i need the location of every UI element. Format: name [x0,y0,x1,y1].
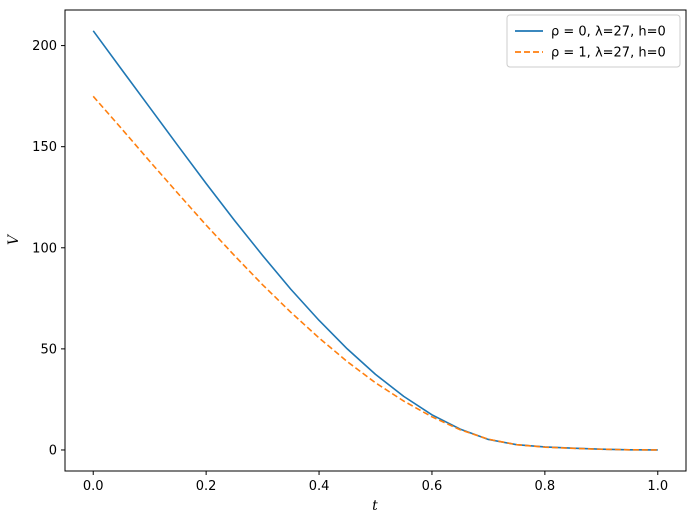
y-tick-label-0: 0 [49,443,57,458]
y-axis-label: V [6,233,22,245]
legend: ρ = 0, λ=27, h=0 ρ = 1, λ=27, h=0 [506,14,681,68]
legend-label-1: ρ = 1, λ=27, h=0 [551,46,666,61]
y-tick-label-4: 200 [32,39,57,54]
x-tick-label-0: 0.0 [83,479,104,494]
y-tick-label-3: 150 [32,140,57,155]
series-line-1 [92,95,658,451]
legend-box [506,14,681,68]
plot-area [65,10,686,471]
axes-frame [64,9,687,472]
legend-label-0: ρ = 0, λ=27, h=0 [551,25,666,40]
x-tick-label-4: 0.8 [535,479,556,494]
y-tick-label-2: 100 [32,241,57,256]
plot-background [65,10,686,471]
x-tick-label-2: 0.4 [309,479,330,494]
series-layer [92,30,658,451]
y-tick-label-1: 50 [40,342,57,357]
x-axis-label: t [372,498,378,514]
x-tick-label-1: 0.2 [196,479,217,494]
x-tick-label-3: 0.6 [422,479,443,494]
axes-layer: 0.0 0.2 0.4 0.6 0.8 1.0 0 50 100 150 200 [32,9,687,494]
x-tick-label-5: 1.0 [647,479,668,494]
